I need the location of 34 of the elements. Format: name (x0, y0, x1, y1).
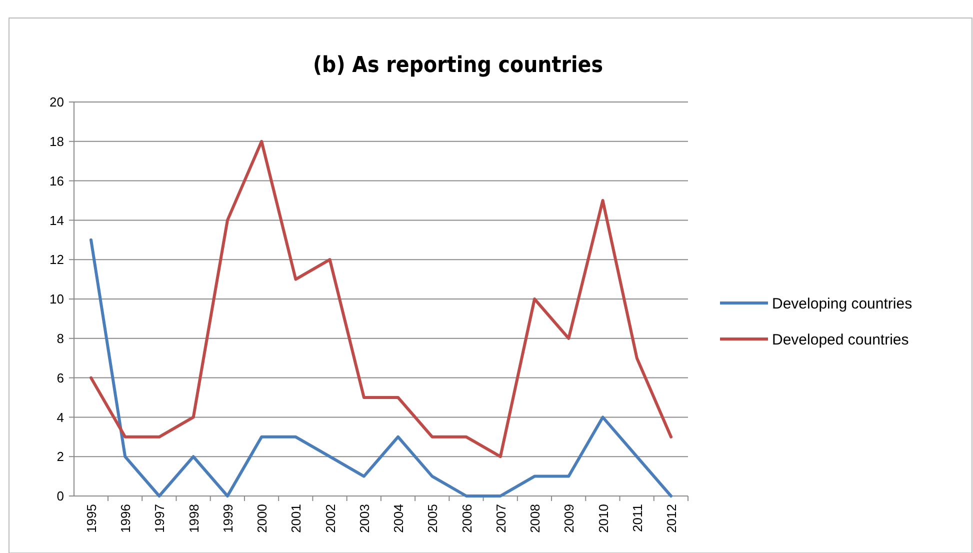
x-tick-label: 2002 (322, 504, 338, 533)
x-tick-label: 2007 (493, 504, 508, 533)
x-tick-label: 2008 (528, 504, 543, 533)
x-tick-label: 1995 (84, 504, 99, 533)
x-tick-label: 2009 (562, 504, 577, 533)
legend-label: Developing countries (772, 295, 912, 312)
x-tick-label: 2011 (630, 504, 645, 532)
x-tick-label: 2004 (391, 504, 406, 533)
chart-title: (b) As reporting countries (313, 53, 603, 78)
y-tick-label: 14 (50, 212, 64, 228)
line-series (90, 238, 672, 498)
line-series (90, 140, 672, 458)
legend-label: Developed countries (772, 331, 909, 348)
y-tick-label: 18 (50, 134, 64, 149)
x-tick-label: 1997 (152, 504, 168, 533)
y-tick-label: 10 (50, 292, 64, 307)
y-tick-label: 20 (50, 94, 64, 110)
x-tick-label: 1998 (186, 504, 202, 533)
x-tick-label: 2003 (356, 504, 372, 533)
y-tick-label: 12 (50, 252, 64, 268)
y-tick-label: 6 (56, 370, 64, 386)
y-tick-label: 16 (50, 173, 64, 188)
x-tick-label: 2010 (596, 504, 611, 533)
x-tick-label: 1999 (220, 504, 236, 533)
x-tick-label: 2000 (254, 504, 270, 533)
x-tick-label: 2001 (288, 504, 304, 533)
y-tick-label: 0 (56, 488, 64, 504)
y-tick-label: 4 (56, 410, 64, 425)
x-tick-label: 2012 (664, 504, 679, 533)
y-tick-label: 2 (56, 449, 64, 464)
x-tick-label: 1996 (118, 504, 134, 533)
x-tick-label: 2005 (425, 504, 440, 533)
y-tick-label: 8 (56, 330, 64, 346)
x-tick-label: 2006 (459, 504, 474, 533)
